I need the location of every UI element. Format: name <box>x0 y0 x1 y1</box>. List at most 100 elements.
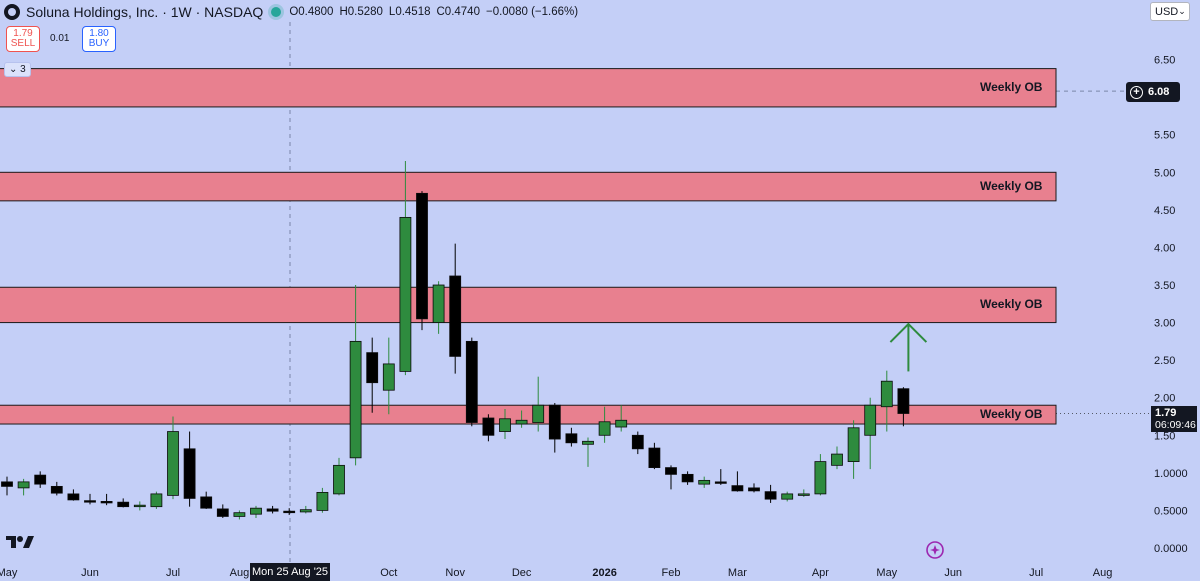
up-candle <box>615 405 628 432</box>
up-candle <box>250 505 262 518</box>
down-candle <box>482 414 495 442</box>
down-candle <box>283 508 296 515</box>
up-candle <box>598 406 611 443</box>
down-candle <box>748 483 760 493</box>
up-candle <box>432 281 445 334</box>
candle-body <box>797 493 810 496</box>
order-block-label: Weekly OB <box>980 178 1043 193</box>
candle-body <box>482 417 495 436</box>
down-candle <box>648 442 661 470</box>
symbol-title[interactable]: Soluna Holdings, Inc. · 1W · NASDAQ <box>26 4 264 20</box>
candle-body <box>748 487 760 492</box>
x-axis-tick-label: 2026 <box>592 567 616 579</box>
candle-body <box>880 380 893 408</box>
candle-body <box>333 464 345 495</box>
down-candle <box>117 498 130 508</box>
candle-body <box>648 447 661 469</box>
up-candle <box>499 408 511 440</box>
candle-body <box>34 474 47 485</box>
down-candle <box>681 471 694 485</box>
candle-body <box>349 340 362 459</box>
down-candle <box>67 489 80 501</box>
down-candle <box>183 431 196 507</box>
last-price: 1.79 <box>1155 407 1177 419</box>
x-axis-tick-label: Dec <box>512 567 532 579</box>
candle-body <box>731 485 744 492</box>
candle-body <box>698 479 711 485</box>
candle-body <box>432 284 445 323</box>
x-axis-tick-label: Feb <box>662 567 681 579</box>
candle-body <box>897 388 910 414</box>
y-axis-tick-label: 3.50 <box>1154 280 1175 292</box>
candle-body <box>366 352 379 384</box>
y-axis-tick-label: 2.00 <box>1154 393 1175 405</box>
up-candle <box>316 487 329 513</box>
arrow-head <box>889 322 928 343</box>
candle-body <box>67 493 80 501</box>
change-value: −0.0080 (−1.66%) <box>485 6 579 18</box>
buy-button[interactable]: 1.80 BUY <box>82 26 116 52</box>
down-candle <box>665 465 677 490</box>
y-axis-tick-label: 5.50 <box>1154 130 1175 142</box>
down-candle <box>449 243 462 374</box>
up-candle <box>349 285 362 466</box>
soluna-logo-icon <box>4 4 20 20</box>
order-block-zone <box>0 404 1057 425</box>
candle-body <box>1 481 13 487</box>
down-candle <box>631 431 644 455</box>
y-axis-tick-label: 3.00 <box>1154 318 1175 330</box>
sell-button[interactable]: 1.79 SELL <box>6 26 40 52</box>
indicators-toggle[interactable]: ⌄ 3 <box>4 62 31 77</box>
y-axis-tick-label: 0.0000 <box>1154 543 1188 555</box>
currency-select[interactable]: USD ⌄ <box>1150 2 1190 21</box>
up-candle <box>698 476 711 488</box>
up-candle <box>133 501 146 511</box>
candle-body <box>681 473 694 483</box>
order-block-label: Weekly OB <box>980 79 1043 94</box>
candle-body <box>233 512 246 517</box>
candle-body <box>714 481 727 484</box>
up-candle <box>333 457 345 496</box>
candle-body <box>17 481 30 489</box>
up-candle <box>382 337 395 415</box>
sell-label: SELL <box>10 38 36 49</box>
plus-icon[interactable]: + <box>1130 85 1143 99</box>
y-axis-tick-label: 1.50 <box>1154 430 1175 442</box>
x-axis-tick-label: Mar <box>728 567 747 579</box>
spread-value: 0.01 <box>50 33 70 44</box>
candle-body <box>764 491 777 500</box>
up-candle <box>880 370 893 432</box>
ai-assistant-icon[interactable] <box>924 540 946 560</box>
down-candle <box>416 191 428 331</box>
down-candle <box>731 471 744 492</box>
up-candle <box>847 420 860 479</box>
x-axis-tick-label: Oct <box>380 567 397 579</box>
down-candle <box>764 484 777 503</box>
candle-body <box>283 510 296 514</box>
down-candle <box>1 476 13 496</box>
x-axis-tick-label: Apr <box>812 567 829 579</box>
down-candle <box>84 493 96 505</box>
candle-body <box>847 427 860 462</box>
tradingview-logo-icon[interactable] <box>6 535 34 549</box>
currency-label: USD <box>1155 5 1179 18</box>
low-value: L0.4518 <box>388 6 431 18</box>
candle-body <box>631 434 644 450</box>
y-axis-tick-label: 0.5000 <box>1154 505 1188 517</box>
arrow-up-annotation <box>889 322 928 372</box>
indicators-count: 3 <box>20 64 26 75</box>
candle-body <box>200 496 213 509</box>
x-axis-tick-label: Nov <box>445 567 465 579</box>
candle-body <box>465 340 478 423</box>
y-axis-tick-label: 4.00 <box>1154 242 1175 254</box>
up-candle <box>582 437 594 467</box>
ohlc-values: O0.4800 H0.5280 L0.4518 C0.4740 −0.0080 … <box>289 6 578 18</box>
y-axis-tick-label: 6.50 <box>1154 55 1175 67</box>
x-axis-tick-label: Jun <box>944 567 962 579</box>
down-candle <box>200 491 213 509</box>
crosshair-price-tag[interactable]: + 6.08 <box>1126 82 1180 102</box>
up-candle <box>399 161 412 376</box>
candle-body <box>299 509 312 513</box>
up-candle <box>814 454 827 496</box>
